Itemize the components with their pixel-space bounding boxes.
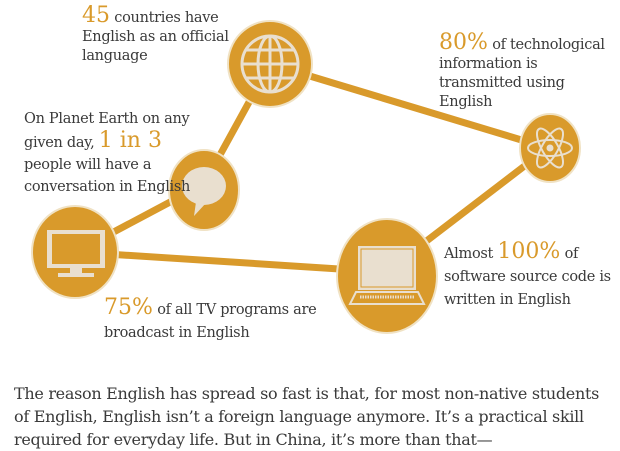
caption-text: of software source code is written in En… [444,246,611,308]
caption-text: On Planet Earth on any given day, [24,111,190,151]
connector-line [75,248,387,276]
laptop-icon [336,218,438,334]
stat-conversation: 1 in 3 [98,128,162,153]
caption-text: countries have English as an official la… [82,10,229,64]
stat-software: 100% [497,239,561,264]
body-paragraph: The reason English has spread so fast is… [14,384,600,449]
infographic-network [31,20,581,334]
stat-tv: 75% [104,295,153,320]
caption-tech: 80% of technological information is tran… [439,30,619,112]
caption-conversation: On Planet Earth on any given day, 1 in 3… [24,108,204,198]
stat-tech: 80% [439,30,488,55]
caption-text: people will have a conversation in Engli… [24,157,191,195]
caption-text: of all TV programs are broadcast in Engl… [104,302,317,341]
globe-icon [227,20,313,108]
speech-bubble-icon [168,149,240,231]
caption-text: of technological information is transmit… [439,37,605,110]
caption-software: Almost 100% of software source code is w… [444,240,620,312]
tv-monitor-icon [31,205,119,299]
atom-icon [519,113,581,183]
caption-countries: 45 countries have English as an official… [82,3,232,66]
stat-countries: 45 [82,3,110,28]
caption-text: Almost [444,246,498,262]
caption-tv: 75% of all TV programs are broadcast in … [104,296,324,345]
connector-line [268,60,550,152]
